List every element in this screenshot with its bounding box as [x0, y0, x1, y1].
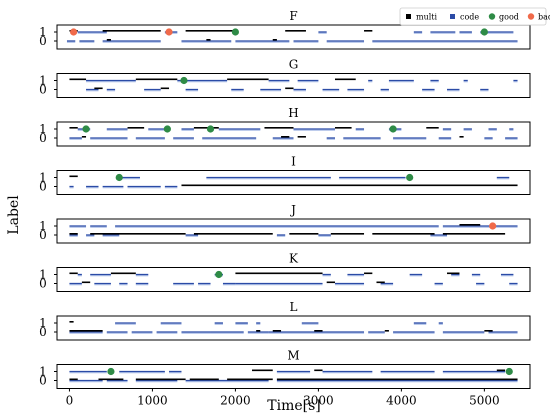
y-tick-label: 0: [39, 277, 47, 291]
bad-point: [69, 28, 78, 36]
panel-title: G: [289, 58, 299, 72]
panel-title: H: [288, 106, 298, 120]
y-tick-label: 1: [39, 219, 47, 233]
panel-l: L 10: [39, 300, 531, 341]
x-axis-label: Time[s]: [267, 398, 320, 414]
legend-swatch-code: [450, 14, 455, 19]
panel-g: G 10: [39, 58, 531, 98]
x-tick-label: 3000: [303, 394, 334, 408]
good-point: [215, 270, 223, 279]
good-point: [406, 173, 414, 182]
panel-i: I 10: [39, 155, 531, 195]
panel-frame: [56, 315, 531, 341]
y-axis-label: Label: [6, 195, 22, 235]
panel-frame: [56, 218, 531, 244]
x-tick-label: 5000: [469, 394, 500, 408]
panel-frame: [56, 73, 531, 98]
y-tick-label: 0: [39, 131, 47, 145]
y-tick-label: 0: [39, 34, 47, 48]
good-point: [115, 173, 123, 182]
panel-k: K 10: [39, 252, 531, 292]
y-tick-label: 0: [39, 374, 47, 388]
panel-f: F 10: [39, 9, 531, 50]
panel-title: L: [290, 300, 298, 314]
good-point: [206, 125, 215, 133]
legend-label-multi: multi: [416, 13, 438, 22]
legend-swatch-bad: [527, 13, 535, 20]
y-tick-label: 1: [39, 122, 47, 136]
good-point: [163, 125, 171, 133]
panel-title: F: [289, 9, 297, 23]
panel-title: J: [289, 203, 296, 217]
legend-label-code: code: [460, 13, 479, 22]
panel-title: M: [287, 349, 299, 363]
y-tick-label: 0: [39, 83, 47, 97]
panel-j: J 10: [39, 203, 531, 244]
y-tick-label: 0: [39, 228, 47, 242]
legend-frame: [399, 7, 547, 26]
legend-label-bad: bad: [538, 13, 550, 22]
panel-m: M 10: [39, 349, 531, 389]
panel-frame: [56, 267, 531, 292]
good-point: [480, 28, 488, 36]
bad-point: [489, 222, 497, 230]
y-tick-label: 1: [39, 316, 47, 330]
good-point: [180, 76, 188, 85]
panel-frame: [56, 121, 531, 147]
panel-h: H 10: [39, 106, 531, 147]
y-tick-label: 1: [39, 365, 47, 379]
y-tick-label: 1: [39, 268, 47, 282]
good-point: [389, 125, 397, 133]
legend: multi code good bad: [399, 7, 550, 26]
x-tick-label: 0: [66, 394, 74, 408]
good-point: [505, 367, 513, 376]
panel-frame: [56, 364, 531, 389]
good-point: [107, 367, 115, 376]
panel-frame: [56, 170, 531, 195]
y-tick-label: 1: [39, 74, 47, 88]
x-axis: 0 1000 2000 3000 4000 5000: [66, 388, 500, 408]
y-tick-label: 1: [39, 25, 47, 39]
y-tick-label: 0: [39, 325, 47, 339]
legend-swatch-multi: [406, 14, 411, 19]
x-tick-label: 4000: [386, 394, 417, 408]
bad-point: [165, 28, 173, 36]
panel-title: I: [291, 155, 296, 169]
good-point: [82, 125, 90, 133]
good-point: [231, 28, 240, 36]
legend-label-good: good: [499, 13, 519, 22]
x-tick-label: 2000: [220, 394, 251, 408]
legend-swatch-good: [488, 13, 496, 20]
panel-title: K: [289, 252, 299, 266]
panel-frame: [56, 24, 531, 50]
x-tick-label: 1000: [137, 394, 168, 408]
y-tick-label: 0: [39, 180, 47, 194]
y-tick-label: 1: [39, 171, 47, 185]
